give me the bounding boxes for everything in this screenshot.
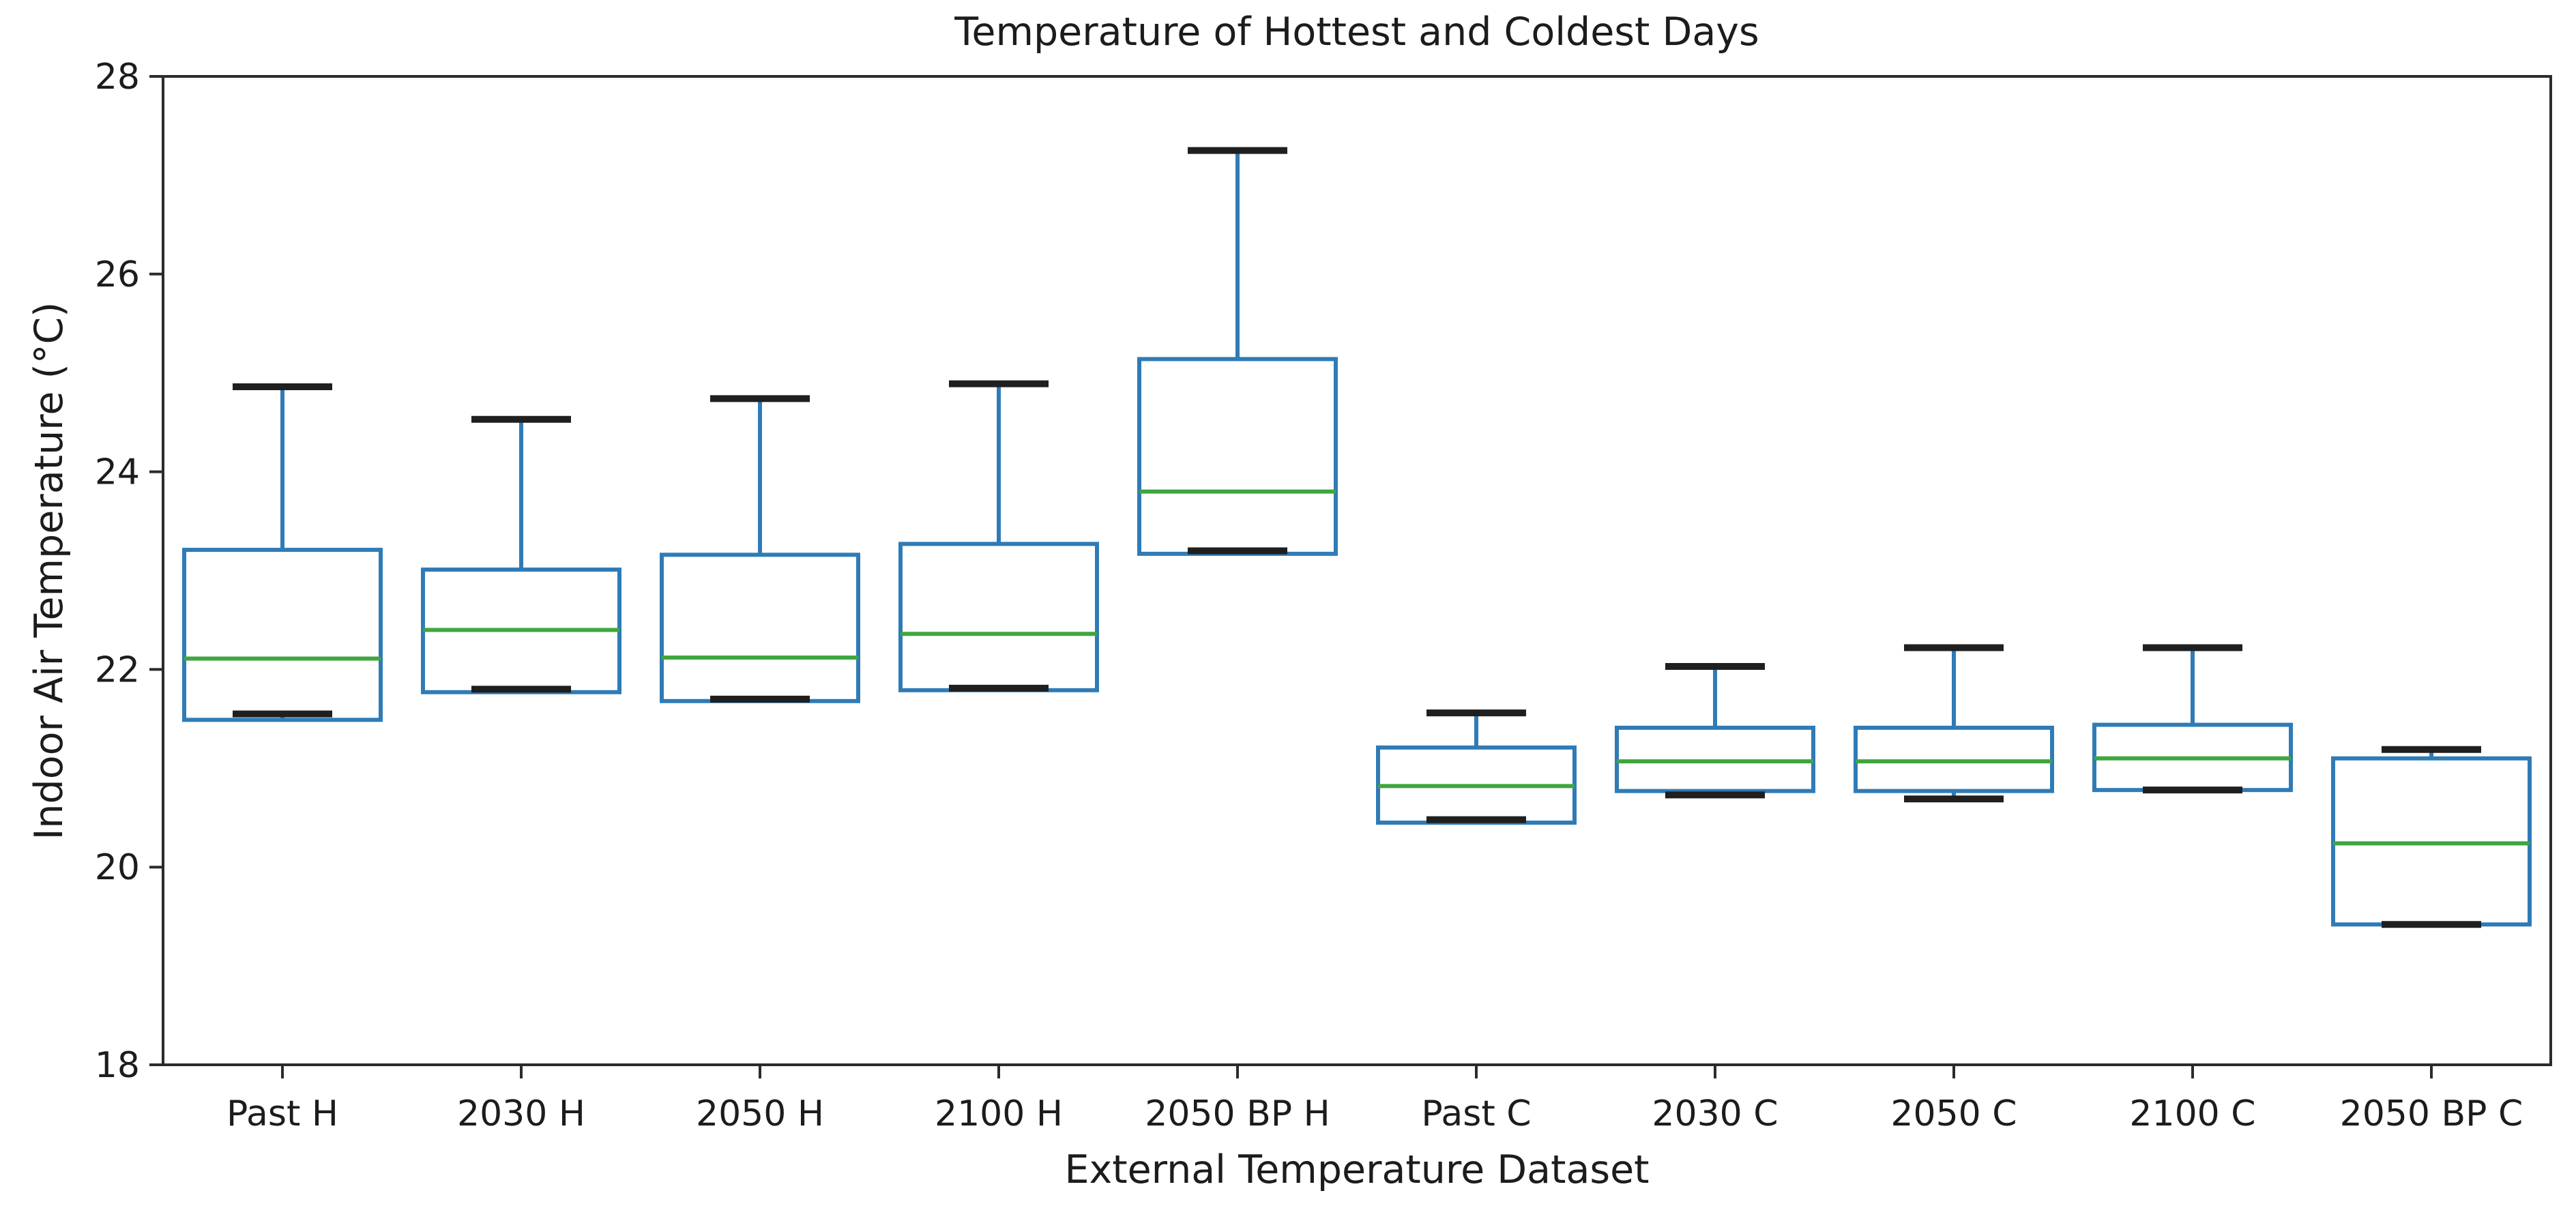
x-tick-label: Past H bbox=[226, 1093, 338, 1134]
y-tick-label: 24 bbox=[95, 452, 140, 493]
y-tick-label: 20 bbox=[95, 847, 140, 888]
x-axis-label: External Temperature Dataset bbox=[1064, 1147, 1650, 1192]
box-2050-h-iqr-box bbox=[660, 553, 860, 703]
y-axis-label: Indoor Air Temperature (°C) bbox=[27, 302, 72, 840]
axes-frame bbox=[162, 75, 2552, 1066]
x-tick-label: 2100 H bbox=[935, 1093, 1063, 1134]
x-tick-label: 2030 H bbox=[457, 1093, 585, 1134]
chart-title: Temperature of Hottest and Coldest Days bbox=[954, 10, 1759, 55]
y-tick-label: 28 bbox=[95, 57, 140, 98]
x-tick-label: Past C bbox=[1421, 1093, 1531, 1134]
box-past-h-iqr-box bbox=[182, 548, 383, 722]
x-tick-label: 2050 BP H bbox=[1145, 1093, 1330, 1134]
x-tick-label: 2050 BP C bbox=[2340, 1093, 2523, 1134]
x-tick-label: 2100 C bbox=[2129, 1093, 2255, 1134]
x-tick-label: 2050 C bbox=[1890, 1093, 2017, 1134]
y-tick-label: 18 bbox=[95, 1045, 140, 1086]
box-2050-bp-h-iqr-box bbox=[1137, 357, 1338, 556]
x-tick-label: 2030 C bbox=[1652, 1093, 1778, 1134]
y-tick-label: 22 bbox=[95, 649, 140, 690]
x-tick-label: 2050 H bbox=[696, 1093, 824, 1134]
box-2100-h-iqr-box bbox=[898, 542, 1099, 692]
y-tick-label: 26 bbox=[95, 254, 140, 295]
